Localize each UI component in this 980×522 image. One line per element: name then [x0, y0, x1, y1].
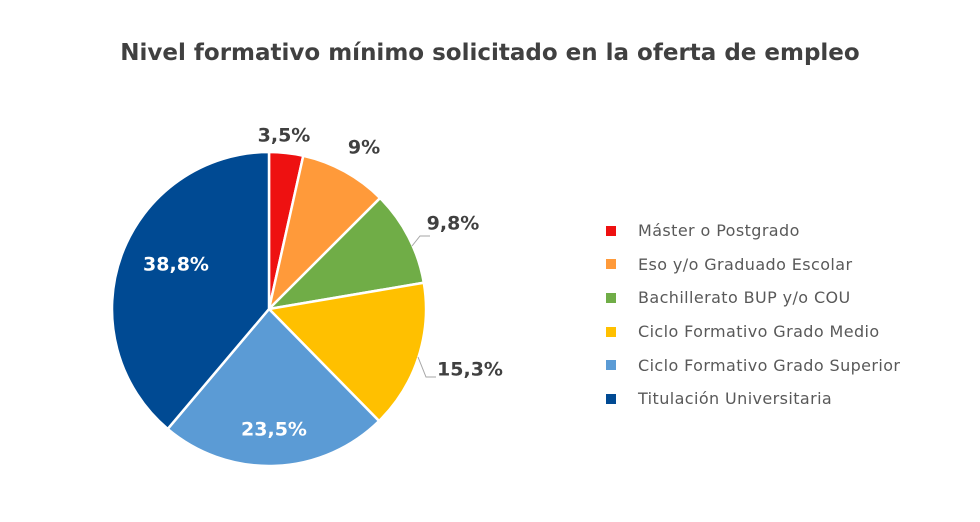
- legend-label: Eso y/o Graduado Escolar: [638, 254, 853, 274]
- chart-title: Nivel formativo mínimo solicitado en la …: [120, 40, 860, 66]
- legend-label: Titulación Universitaria: [638, 389, 833, 409]
- legend-swatch: [606, 259, 616, 270]
- legend-item: Eso y/o Graduado Escolar: [606, 248, 900, 282]
- data-label: 23,5%: [241, 419, 307, 441]
- legend-label: Bachillerato BUP y/o COU: [638, 288, 851, 308]
- data-label: 9,8%: [427, 213, 480, 235]
- legend-swatch: [606, 393, 616, 404]
- legend-item: Ciclo Formativo Grado Medio: [606, 315, 900, 349]
- leader-line: [417, 356, 436, 378]
- legend-label: Ciclo Formativo Grado Medio: [638, 322, 880, 342]
- legend-label: Ciclo Formativo Grado Superior: [638, 355, 901, 375]
- pie-slice: [165, 307, 381, 468]
- legend: Máster o Postgrado Eso y/o Graduado Escol…: [606, 214, 900, 416]
- legend-item: Máster o Postgrado: [606, 214, 900, 248]
- pie-slice: [265, 196, 426, 311]
- pie-slice: [110, 150, 271, 431]
- data-label: 38,8%: [143, 254, 209, 276]
- legend-label: Máster o Postgrado: [638, 221, 800, 241]
- legend-item: Ciclo Formativo Grado Superior: [606, 348, 900, 382]
- data-label: 15,3%: [437, 359, 503, 381]
- data-label: 9%: [348, 137, 380, 159]
- leader-line: [411, 235, 430, 247]
- legend-item: Bachillerato BUP y/o COU: [606, 281, 900, 315]
- legend-swatch: [606, 326, 616, 337]
- legend-swatch: [606, 225, 616, 236]
- legend-swatch: [606, 292, 616, 303]
- legend-item: Titulación Universitaria: [606, 382, 900, 416]
- pie-slice: [266, 154, 382, 313]
- data-label: 3,5%: [258, 125, 311, 147]
- legend-swatch: [606, 360, 616, 371]
